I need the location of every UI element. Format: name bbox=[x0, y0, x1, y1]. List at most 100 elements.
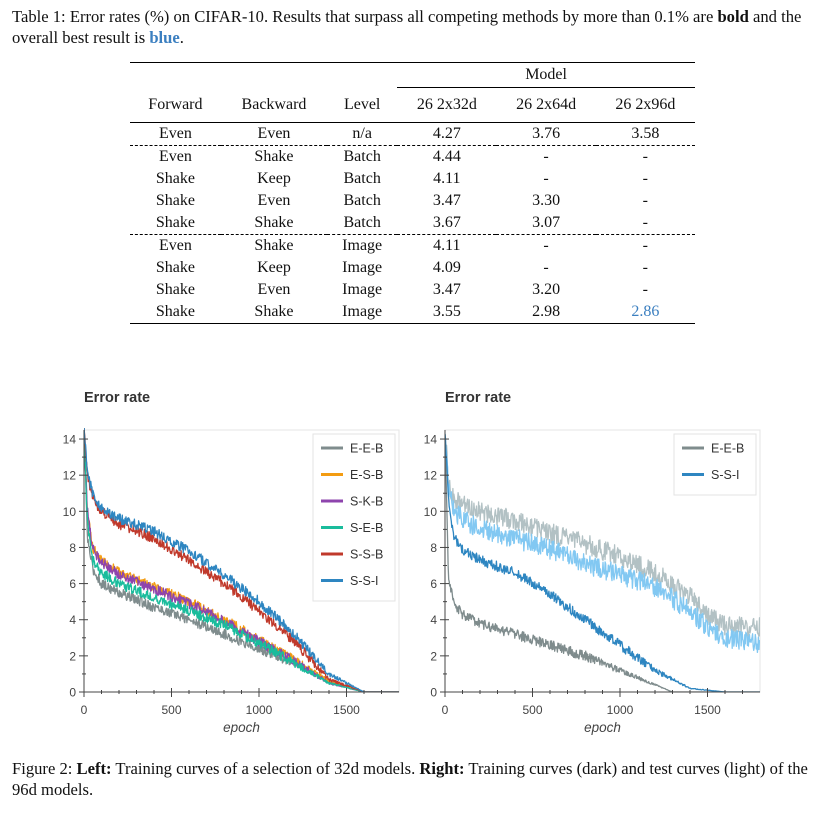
table-cell: Batch bbox=[343, 170, 381, 187]
table-cell: - bbox=[642, 170, 648, 187]
y-tick-label: 6 bbox=[430, 577, 437, 591]
figure-caption-left-text: Training curves of a selection of 32d mo… bbox=[111, 759, 420, 778]
table-cell: - bbox=[543, 237, 549, 254]
table-row: Shake Keep Image 4.09 - - bbox=[130, 257, 695, 279]
table-cell: 3.07 bbox=[532, 214, 561, 231]
series-line bbox=[84, 428, 399, 692]
table-cell: Even bbox=[158, 125, 192, 142]
table-cell: - bbox=[642, 237, 648, 254]
results-table-body: Model Forward Backward Level 26 2x32d 26… bbox=[130, 62, 695, 324]
table-cell: 3.20 bbox=[532, 281, 561, 298]
chart-title: Error rate bbox=[445, 390, 511, 406]
table-caption-mid: and the overall best result is bbox=[12, 7, 802, 47]
table-cell: 2.98 bbox=[532, 303, 561, 320]
y-tick-label: 12 bbox=[63, 469, 77, 483]
table-cell: Shake bbox=[254, 148, 294, 165]
table-cell: 3.58 bbox=[631, 125, 660, 142]
x-tick-label: 0 bbox=[81, 703, 88, 717]
model-header-row: Model bbox=[130, 63, 695, 88]
x-tick-label: 500 bbox=[161, 703, 181, 717]
table-row: Shake Keep Batch 4.11 - - bbox=[130, 168, 695, 190]
table-cell: - bbox=[642, 192, 648, 209]
table-cell: Shake bbox=[155, 303, 195, 320]
column-header: 26 2x96d bbox=[615, 96, 676, 113]
series-group bbox=[84, 428, 399, 692]
table-cell: Shake bbox=[155, 192, 195, 209]
y-tick-label: 2 bbox=[430, 649, 437, 663]
series-line bbox=[445, 438, 760, 654]
y-tick-label: 0 bbox=[430, 686, 437, 700]
table-cell: Shake bbox=[155, 214, 195, 231]
table-row: Even Shake Image 4.11 - - bbox=[130, 235, 695, 257]
table-cell: - bbox=[642, 281, 648, 298]
y-tick-label: 4 bbox=[69, 613, 76, 627]
right-plot-svg: Error rate 0 2 4 6 8 10 12 14 0 500 1000 1500 epoch E-… bbox=[424, 390, 761, 735]
table-cell: 4.44 bbox=[432, 148, 461, 165]
table-cell: - bbox=[543, 170, 549, 187]
x-tick-label: 1500 bbox=[694, 703, 721, 717]
results-table: Model Forward Backward Level 26 2x32d 26… bbox=[130, 62, 695, 324]
x-axis-label: epoch bbox=[584, 720, 621, 735]
y-tick-label: 14 bbox=[424, 433, 438, 447]
group-separator bbox=[130, 234, 695, 235]
figure-caption-left-label: Left: bbox=[76, 759, 112, 778]
right-plot: Error rate 0 2 4 6 8 10 12 14 0 500 1000 1500 epoch E-… bbox=[405, 384, 765, 744]
figure-caption-right-text: Training curves (dark) and test curves (… bbox=[12, 759, 808, 799]
table-cell: 3.30 bbox=[532, 192, 561, 209]
chart-title: Error rate bbox=[84, 390, 150, 406]
column-header: 26 2x64d bbox=[516, 96, 577, 113]
table-cell: Shake bbox=[155, 259, 195, 276]
y-tick-label: 4 bbox=[430, 613, 437, 627]
table-caption-end: . bbox=[179, 28, 184, 47]
model-header: Model bbox=[397, 63, 695, 88]
table-cell: Shake bbox=[254, 303, 294, 320]
left-plot-svg: Error rate 0 2 4 6 8 10 12 14 0 500 1000 1500 epoch E-… bbox=[63, 390, 400, 735]
table-cell: n/a bbox=[352, 125, 372, 142]
legend-label: S-S-I bbox=[350, 574, 378, 588]
table-cell: - bbox=[543, 148, 549, 165]
y-tick-label: 12 bbox=[424, 469, 438, 483]
table-caption-bold-word: bold bbox=[717, 7, 749, 26]
x-tick-label: 1000 bbox=[607, 703, 634, 717]
table-cell: Even bbox=[158, 237, 192, 254]
table-cell: 3.67 bbox=[432, 214, 461, 231]
table-cell: Shake bbox=[155, 281, 195, 298]
series-line bbox=[84, 428, 399, 692]
figure-caption: Figure 2: Left: Training curves of a sel… bbox=[12, 758, 827, 800]
table-cell: Shake bbox=[254, 237, 294, 254]
table-cell: - bbox=[642, 259, 648, 276]
legend-box bbox=[673, 433, 757, 496]
table-cell: Batch bbox=[343, 148, 381, 165]
table-cell: Shake bbox=[254, 214, 294, 231]
table-cell: Keep bbox=[257, 170, 291, 187]
table-cell: 2.86 bbox=[631, 303, 660, 320]
table-row: Shake Shake Image 3.55 2.98 2.86 bbox=[130, 301, 695, 324]
table-cell: Batch bbox=[343, 214, 381, 231]
table-cell: - bbox=[642, 148, 648, 165]
figure-caption-lead: Figure 2: bbox=[12, 759, 77, 778]
y-tick-label: 0 bbox=[69, 686, 76, 700]
table-cell: 4.09 bbox=[432, 259, 461, 276]
table-cell: 3.47 bbox=[432, 281, 461, 298]
series-line bbox=[445, 434, 760, 692]
table-cell: 4.11 bbox=[433, 237, 461, 254]
table-caption-lead: Table 1: Error rates (%) on CIFAR-10. Re… bbox=[12, 7, 718, 26]
y-tick-label: 14 bbox=[63, 433, 77, 447]
y-tick-label: 2 bbox=[69, 649, 76, 663]
legend-label: E-E-B bbox=[711, 442, 744, 456]
x-tick-label: 500 bbox=[522, 703, 542, 717]
table-cell: 4.11 bbox=[433, 170, 461, 187]
table-caption-blue-word: blue bbox=[149, 28, 180, 47]
legend: E-E-B S-S-I bbox=[673, 433, 757, 496]
table-cell: 3.47 bbox=[432, 192, 461, 209]
x-axis-label: epoch bbox=[223, 720, 260, 735]
table-cell: Even bbox=[257, 281, 291, 298]
table-row: Shake Even Image 3.47 3.20 - bbox=[130, 279, 695, 301]
table-cell: Keep bbox=[257, 259, 291, 276]
column-header: Forward bbox=[148, 95, 203, 113]
table-caption: Table 1: Error rates (%) on CIFAR-10. Re… bbox=[12, 6, 827, 48]
left-plot: Error rate 0 2 4 6 8 10 12 14 0 500 1000 1500 epoch E-… bbox=[44, 384, 404, 744]
legend-label: S-K-B bbox=[350, 495, 383, 509]
x-tick-label: 1500 bbox=[333, 703, 360, 717]
table-row: Even Shake Batch 4.44 - - bbox=[130, 146, 695, 168]
